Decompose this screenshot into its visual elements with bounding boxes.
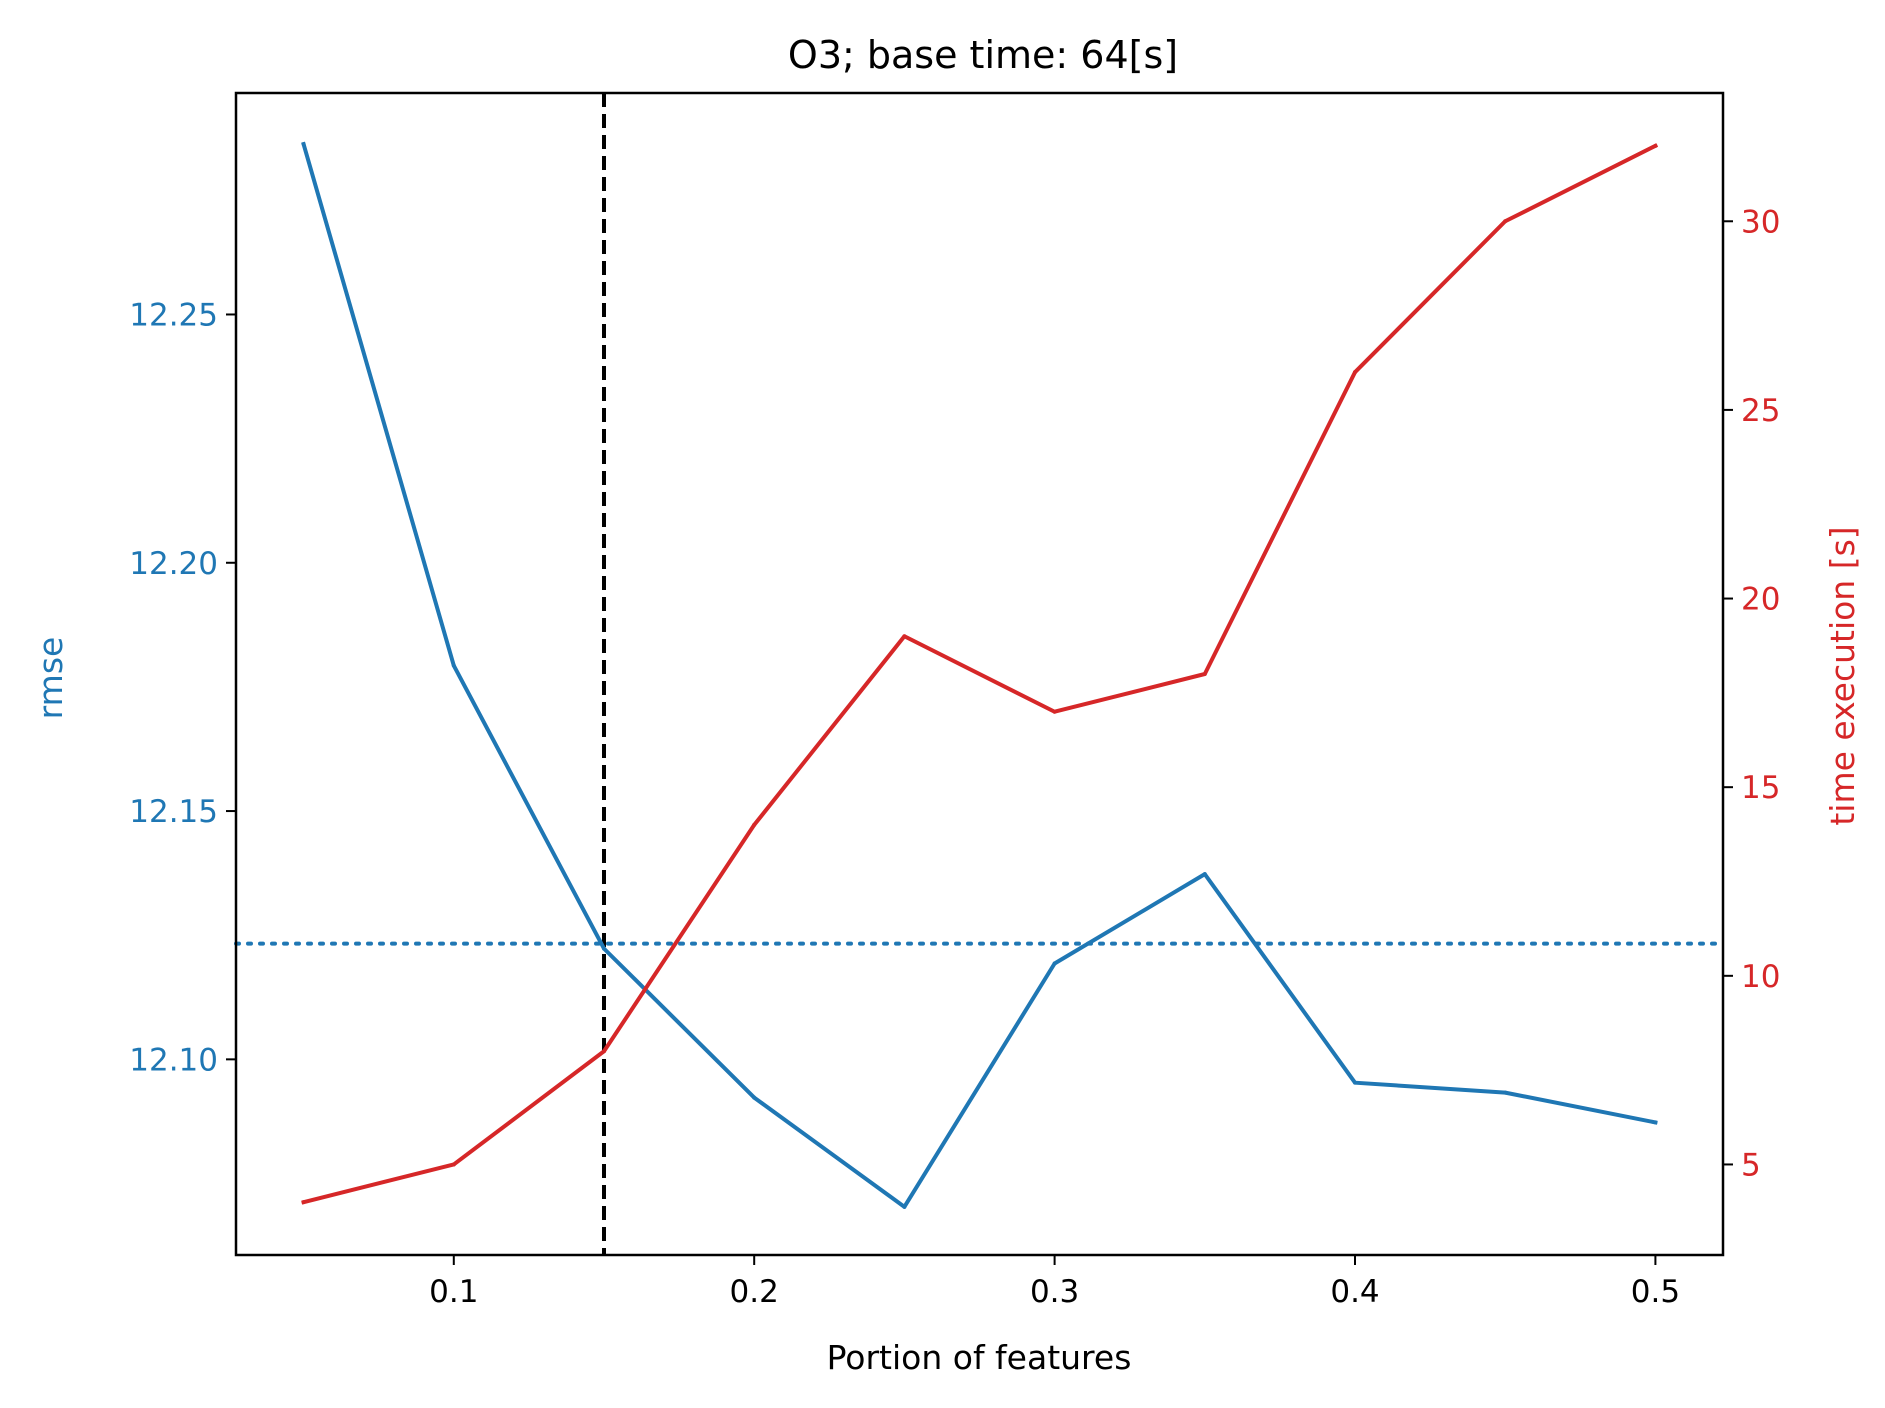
y-left-tick-label: 12.25 — [129, 297, 218, 333]
data-point-left — [601, 946, 606, 951]
y-right-tick-label: 15 — [1741, 770, 1780, 806]
x-tick-label: 0.5 — [1631, 1274, 1680, 1310]
data-point-left — [1503, 1090, 1508, 1095]
y-left-tick-label: 12.20 — [129, 546, 218, 582]
x-axis-label: Portion of features — [827, 1338, 1132, 1377]
x-tick-label: 0.2 — [730, 1274, 779, 1310]
data-point-right — [752, 822, 757, 827]
y-right-tick-label: 20 — [1741, 582, 1780, 618]
data-point-left — [902, 1204, 907, 1209]
reference-lines — [234, 93, 1725, 1255]
y-axis-right-label: time execution [s] — [1823, 526, 1862, 825]
data-point-left — [1353, 1080, 1358, 1085]
y-axis-left: 12.10 12.15 12.20 12.25 — [129, 297, 236, 1078]
data-point-right — [601, 1049, 606, 1054]
x-tick-label: 0.3 — [1030, 1274, 1079, 1310]
data-point-left — [1202, 872, 1207, 877]
data-point-right — [301, 1200, 306, 1205]
x-tick-label: 0.1 — [429, 1274, 478, 1310]
data-point-right — [1202, 672, 1207, 676]
data-point-right — [1503, 219, 1508, 224]
data-point-left — [451, 663, 456, 668]
data-point-left — [1653, 1120, 1658, 1125]
series-layer — [301, 141, 1659, 1209]
data-point-right — [1353, 370, 1358, 375]
y-axis-right: 5 10 15 20 25 30 — [1723, 204, 1780, 1183]
data-point-right — [902, 634, 907, 639]
data-point-left — [1052, 961, 1057, 966]
x-axis: 0.1 0.2 0.3 0.4 0.5 — [429, 1255, 1680, 1310]
data-point-left — [301, 142, 306, 147]
plot-area — [234, 91, 1725, 1257]
y-left-tick-label: 12.15 — [129, 794, 218, 830]
data-point-right — [451, 1162, 456, 1167]
y-right-tick-label: 5 — [1741, 1147, 1761, 1183]
data-point-right — [1052, 709, 1057, 714]
series-line-left — [301, 141, 1658, 1209]
data-point-left — [752, 1095, 757, 1100]
y-right-tick-label: 10 — [1741, 959, 1780, 995]
y-right-tick-label: 25 — [1741, 393, 1780, 429]
chart-title: O3; base time: 64[s] — [788, 33, 1178, 77]
y-left-tick-label: 12.10 — [129, 1042, 218, 1078]
y-axis-left-label: rmse — [31, 637, 70, 720]
y-right-tick-label: 30 — [1741, 204, 1780, 240]
data-point-right — [1653, 143, 1658, 148]
plot-frame — [234, 91, 1725, 1257]
x-tick-label: 0.4 — [1330, 1274, 1379, 1310]
series-line-right — [301, 143, 1659, 1205]
